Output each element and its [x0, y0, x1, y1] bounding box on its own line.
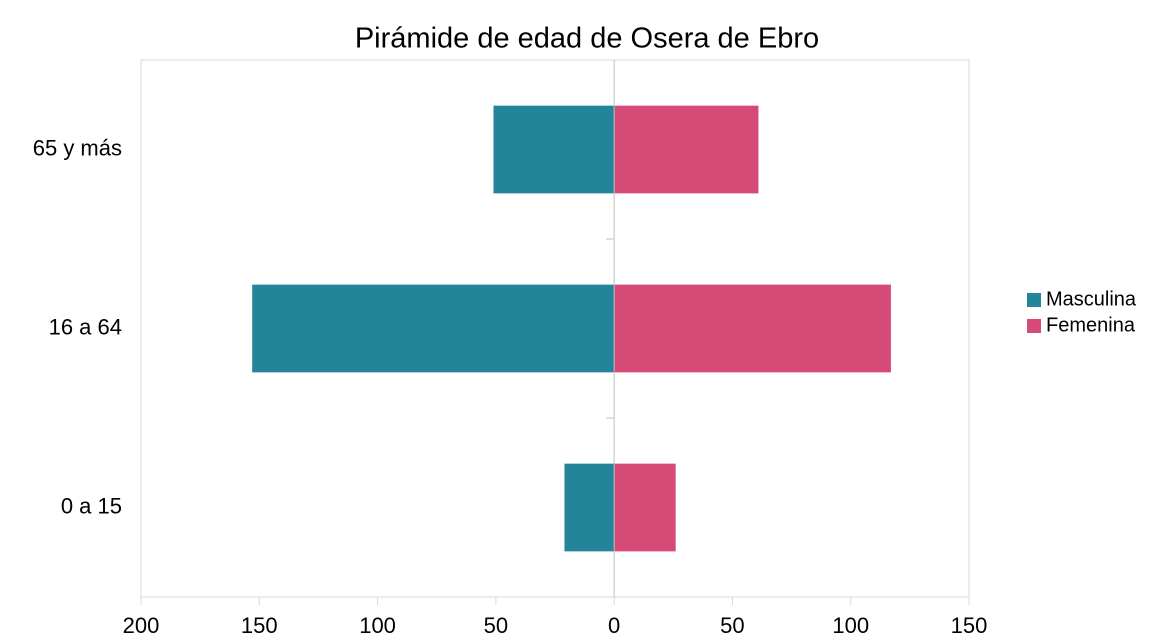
x-tick-label: 50 — [720, 613, 744, 638]
chart-title: Pirámide de edad de Osera de Ebro — [355, 23, 819, 55]
x-tick-label: 200 — [123, 613, 160, 638]
bar — [614, 284, 891, 373]
bar — [614, 105, 759, 194]
x-tick-label: 50 — [484, 613, 508, 638]
legend-swatch — [1027, 319, 1041, 333]
y-tick-label: 0 a 15 — [61, 493, 122, 518]
x-tick-label: 150 — [241, 613, 278, 638]
plot-area — [140, 59, 970, 598]
x-tick-label: 150 — [951, 613, 988, 638]
legend-swatch — [1027, 293, 1041, 307]
bar — [614, 463, 676, 552]
y-tick-label: 65 y más — [33, 135, 122, 160]
y-tick-label: 16 a 64 — [49, 314, 122, 339]
bar — [493, 105, 615, 194]
legend-label: Masculina — [1046, 288, 1137, 310]
bar — [564, 463, 615, 552]
bar — [252, 284, 615, 373]
x-tick-label: 0 — [608, 613, 620, 638]
x-tick-label: 100 — [359, 613, 396, 638]
x-tick-label: 100 — [832, 613, 869, 638]
legend-label: Femenina — [1046, 314, 1136, 336]
